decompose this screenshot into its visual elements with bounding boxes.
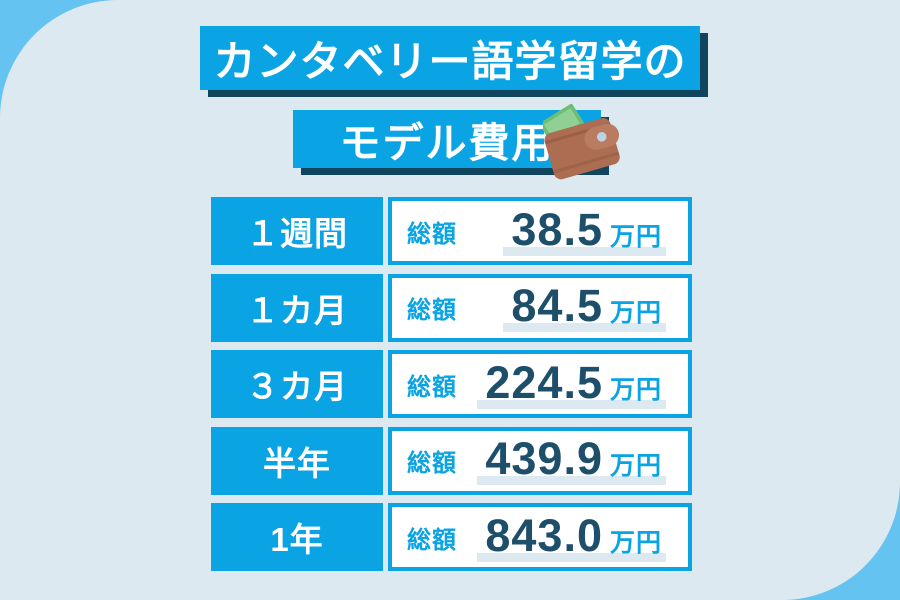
amount-prefix-label: 総額 <box>407 297 457 324</box>
amount-cell: 総額 843.0 万円 <box>388 503 692 571</box>
cost-row: １週間 総額 38.5 万円 <box>211 197 692 265</box>
amount-group: 843.0 万円 <box>477 509 666 562</box>
period-label: １カ月 <box>211 273 383 342</box>
amount-unit-label: 万円 <box>609 452 662 480</box>
amount-cell: 総額 38.5 万円 <box>388 197 692 265</box>
period-label: ３カ月 <box>211 350 383 418</box>
amount-group: 38.5 万円 <box>503 203 666 256</box>
amount-cell: 総額 224.5 万円 <box>388 350 692 418</box>
amount-group: 439.9 万円 <box>477 436 666 485</box>
amount-cell: 総額 84.5 万円 <box>388 273 692 342</box>
amount-value: 439.9 <box>485 433 603 484</box>
amount-value: 224.5 <box>485 356 603 408</box>
amount-value: 843.0 <box>485 509 603 561</box>
amount-unit-label: 万円 <box>609 222 662 251</box>
cost-row: 半年 総額 439.9 万円 <box>211 426 692 495</box>
cost-row: 1年 総額 843.0 万円 <box>211 503 692 571</box>
amount-prefix-label: 総額 <box>407 526 457 554</box>
period-label: 半年 <box>211 426 383 495</box>
amount-value: 84.5 <box>511 280 603 331</box>
title-line1-box: カンタベリー語学留学の <box>200 26 700 90</box>
cost-row: １カ月 総額 84.5 万円 <box>211 273 692 342</box>
amount-value: 38.5 <box>511 203 603 255</box>
period-label: １週間 <box>211 197 383 265</box>
amount-unit-label: 万円 <box>609 528 662 557</box>
amount-group: 224.5 万円 <box>477 356 666 409</box>
cost-table: １週間 総額 38.5 万円 １カ月 総額 84.5 万円 ３カ月 <box>211 197 692 571</box>
title-line2-box: モデル費用 <box>293 103 620 180</box>
amount-unit-label: 万円 <box>609 375 662 404</box>
amount-unit-label: 万円 <box>609 299 662 327</box>
cost-row: ３カ月 総額 224.5 万円 <box>211 350 692 418</box>
period-label: 1年 <box>211 503 383 571</box>
amount-group: 84.5 万円 <box>503 283 666 332</box>
amount-prefix-label: 総額 <box>407 450 457 477</box>
amount-prefix-label: 総額 <box>407 373 457 401</box>
amount-prefix-label: 総額 <box>407 220 457 248</box>
title-line2-text: モデル費用 <box>339 120 555 166</box>
title-line1-text: カンタベリー語学留学の <box>213 37 687 85</box>
amount-cell: 総額 439.9 万円 <box>388 426 692 495</box>
